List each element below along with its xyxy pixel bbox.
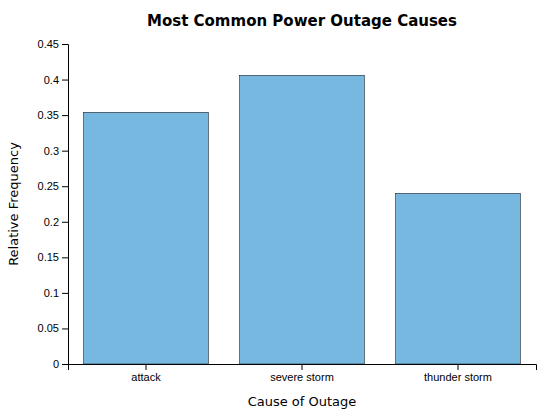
y-tick: 0.15	[38, 251, 68, 263]
y-axis: 0 0.05 0.1 0.15 0.2 0.25 0.3 0.35 0.4 0.45	[38, 38, 69, 370]
y-tick: 0.25	[38, 180, 68, 192]
y-tick-mark	[62, 293, 68, 294]
x-tick-label: attack	[131, 371, 161, 383]
title: Most Common Power Outage Causes	[147, 12, 457, 30]
y-tick-label: 0.4	[44, 74, 59, 86]
y-tick: 0.2	[44, 216, 68, 228]
y-tick: 0	[53, 358, 68, 370]
y-tick-label: 0.35	[38, 109, 59, 121]
y-tick: 0.05	[38, 322, 68, 334]
y-tick: 0.45	[38, 38, 68, 50]
x-tick: thunder storm	[424, 364, 492, 383]
x-tick-mark	[302, 364, 303, 370]
y-tick-mark	[62, 257, 68, 258]
y-tick-label: 0.3	[44, 145, 59, 157]
y-tick: 0.3	[44, 145, 68, 157]
chart: 0 0.05 0.1 0.15 0.2 0.25 0.3 0.35 0.4 0.45 attack s…	[0, 0, 560, 420]
y-tick-mark	[62, 364, 68, 365]
y-tick-mark	[62, 115, 68, 116]
y-tick-mark	[62, 44, 68, 45]
y-axis-line	[62, 45, 69, 365]
plot: 0 0.05 0.1 0.15 0.2 0.25 0.3 0.35 0.4 0.45 attack s…	[38, 38, 537, 383]
y-tick-label: 0.05	[38, 322, 59, 334]
y-axis-title: Relative Frequency	[6, 142, 21, 266]
x-tick-mark	[146, 364, 147, 370]
x-tick-label: severe storm	[270, 371, 334, 383]
x-axis-title: Cause of Outage	[248, 394, 357, 409]
y-tick-label: 0.2	[44, 216, 59, 228]
y-tick-label: 0.15	[38, 251, 59, 263]
y-tick: 0.1	[44, 287, 68, 299]
y-tick-label: 0.1	[44, 287, 59, 299]
bar	[240, 75, 365, 364]
x-tick: attack	[131, 364, 161, 383]
y-tick-mark	[62, 80, 68, 81]
y-tick-label: 0	[53, 358, 59, 370]
y-tick: 0.4	[44, 74, 68, 86]
y-tick-mark	[62, 328, 68, 329]
y-tick-label: 0.25	[38, 180, 59, 192]
bar	[396, 193, 521, 364]
x-tick-label: thunder storm	[424, 371, 492, 383]
x-axis-line	[69, 365, 537, 371]
y-tick-mark	[62, 186, 68, 187]
x-axis: attack severe storm thunder storm	[69, 364, 537, 383]
x-tick-mark	[458, 364, 459, 370]
y-tick: 0.35	[38, 109, 68, 121]
y-tick-mark	[62, 222, 68, 223]
x-tick: severe storm	[270, 364, 334, 383]
y-tick-label: 0.45	[38, 38, 59, 50]
bars	[84, 75, 521, 364]
bar	[84, 112, 209, 364]
y-tick-mark	[62, 151, 68, 152]
